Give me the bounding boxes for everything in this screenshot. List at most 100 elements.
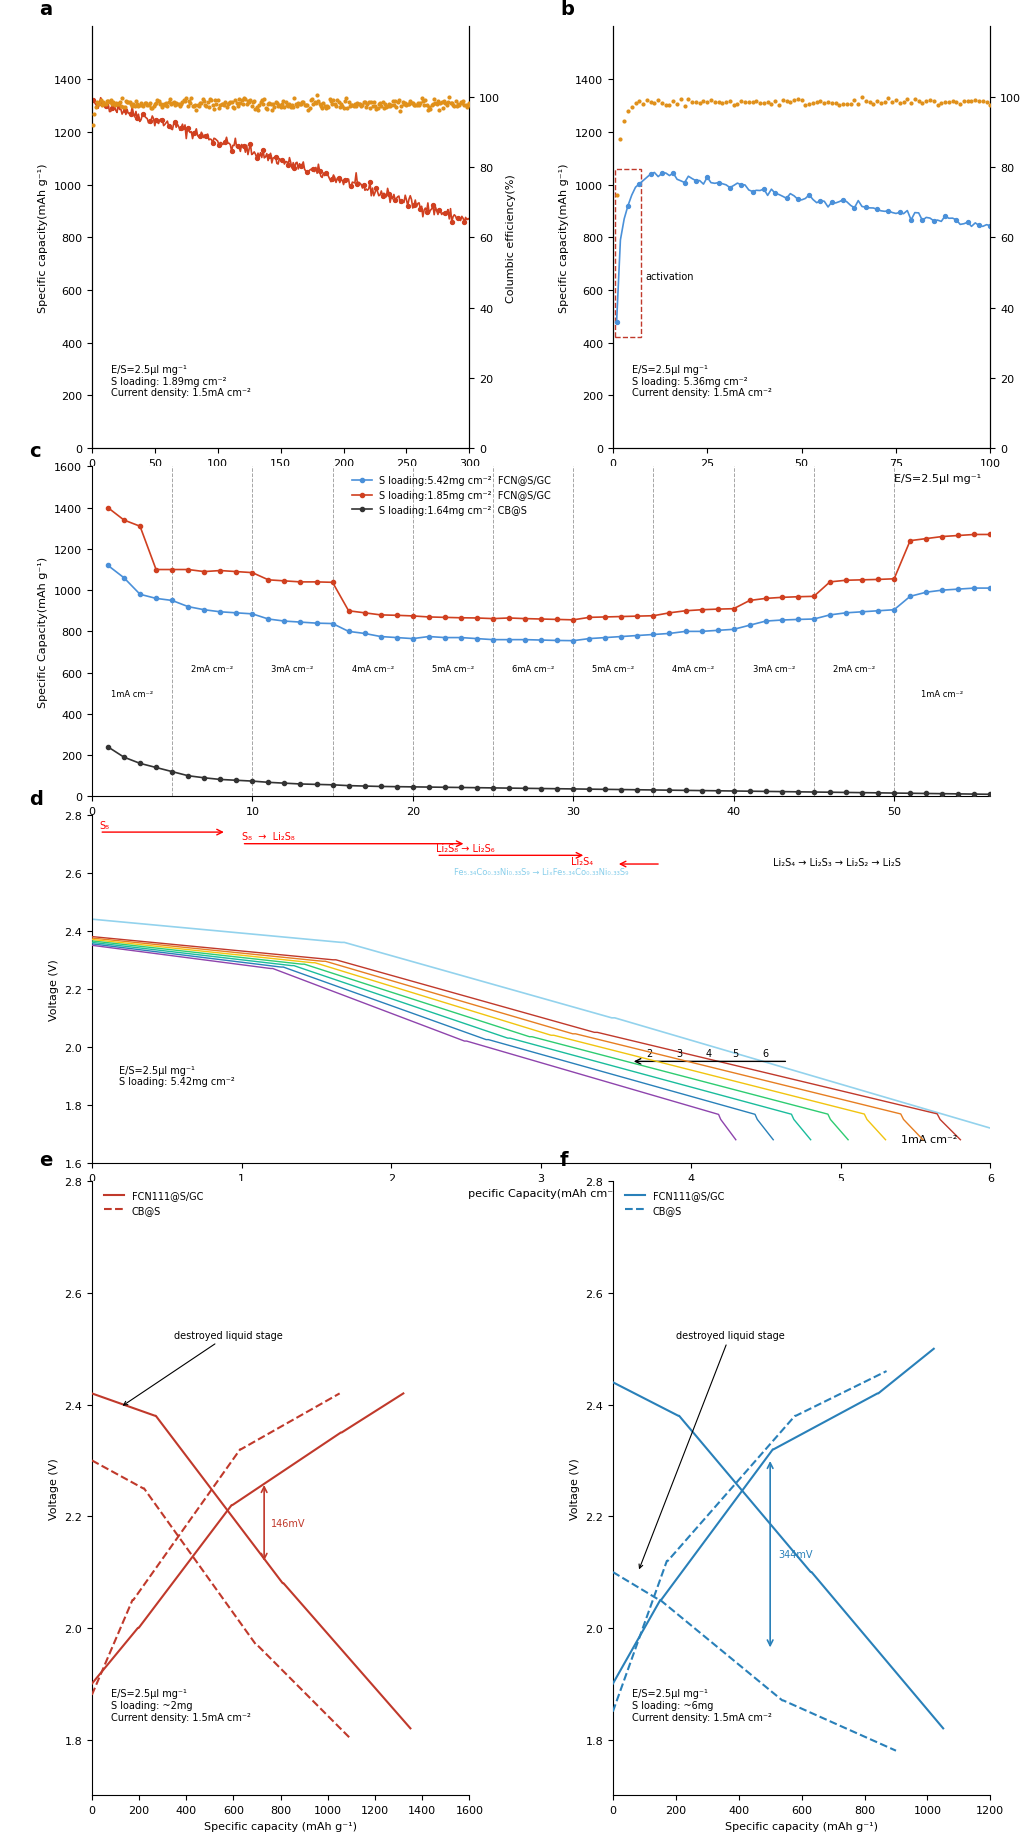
Point [290,90,306,119]
Point [789,86,806,115]
Point [869,196,885,225]
Point [132,92,148,121]
Text: Li₂S₄: Li₂S₄ [571,857,593,867]
Point [201,93,217,123]
Point [726,92,742,121]
Point [436,86,452,115]
Point [137,90,153,119]
Point [145,92,161,121]
Point [152,90,168,119]
Point [301,93,318,123]
Point [315,90,332,119]
Point [251,92,268,121]
Text: b: b [560,0,574,18]
Text: 2mA cm⁻²: 2mA cm⁻² [191,665,233,674]
Point [420,95,436,125]
Point [425,90,441,119]
Point [331,88,347,117]
Point [202,84,218,114]
Point [176,86,192,115]
Text: 5mA cm⁻²: 5mA cm⁻² [592,665,634,674]
Text: 5: 5 [733,1048,739,1059]
Point [191,92,207,121]
Point [967,86,983,115]
Point [805,90,821,119]
Point [340,88,356,117]
Point [328,92,344,121]
Point [188,95,204,125]
Point [178,84,194,114]
Text: 2mA cm⁻²: 2mA cm⁻² [833,665,875,674]
Point [266,93,283,123]
Point [309,81,326,110]
Point [911,88,927,117]
Point [104,95,120,125]
Point [236,132,252,161]
Point [669,90,685,119]
Point [425,191,441,220]
Point [123,101,139,130]
Point [846,86,863,115]
Point [865,90,881,119]
Point [288,90,304,119]
Point [193,90,209,119]
Text: E/S=2.5μl mg⁻¹
S loading: 5.36mg cm⁻²
Current density: 1.5mA cm⁻²: E/S=2.5μl mg⁻¹ S loading: 5.36mg cm⁻² Cu… [632,365,772,398]
Point [235,90,251,119]
Text: E/S=2.5μl mg⁻¹
S loading: ~2mg
Current density: 1.5mA cm⁻²: E/S=2.5μl mg⁻¹ S loading: ~2mg Current d… [110,1689,250,1722]
Point [937,202,954,231]
Text: Fe₅.₃₄Co₀.₃₃Ni₀.₃₃S₉ → LiₓFe₅.₃₄Co₀.₃₃Ni₀.₃₃S₉: Fe₅.₃₄Co₀.₃₃Ni₀.₃₃S₉ → LiₓFe₅.₃₄Co₀.₃₃Ni… [454,868,628,878]
Point [414,84,430,114]
Point [624,93,640,123]
Point [257,93,274,123]
Point [412,90,429,119]
Point [331,165,347,194]
Y-axis label: Voltage (V): Voltage (V) [570,1458,580,1519]
Point [350,90,367,119]
Point [949,207,965,236]
Point [159,92,176,121]
Point [650,86,667,115]
Point [616,108,632,137]
Point [121,88,138,117]
Point [382,92,398,121]
Point [387,187,403,216]
Point [406,191,423,220]
Point [163,90,180,119]
Point [646,90,663,119]
Point [139,92,155,121]
Point [274,147,290,176]
Point [880,198,896,227]
Point [813,88,829,117]
Point [907,84,923,114]
Point [114,84,131,114]
Point [620,97,636,126]
Point [809,88,825,117]
Point [186,92,202,121]
Point [455,88,472,117]
Point [367,92,383,121]
Point [680,86,696,115]
Point [360,88,377,117]
Point [699,163,716,192]
Point [827,90,843,119]
Point [110,90,127,119]
Point [748,88,765,117]
Point [396,90,412,119]
Point [767,180,783,209]
Point [858,194,874,224]
Point [435,93,451,123]
Point [166,108,183,137]
Point [702,86,719,115]
Point [345,92,361,121]
Point [317,92,333,121]
Point [155,90,172,119]
Point [653,90,670,119]
Point [339,93,355,123]
Point [91,90,107,119]
Point [229,90,245,119]
Point [344,92,360,121]
Point [153,90,169,119]
Point [824,189,840,218]
Point [165,88,182,117]
Point [375,181,391,211]
